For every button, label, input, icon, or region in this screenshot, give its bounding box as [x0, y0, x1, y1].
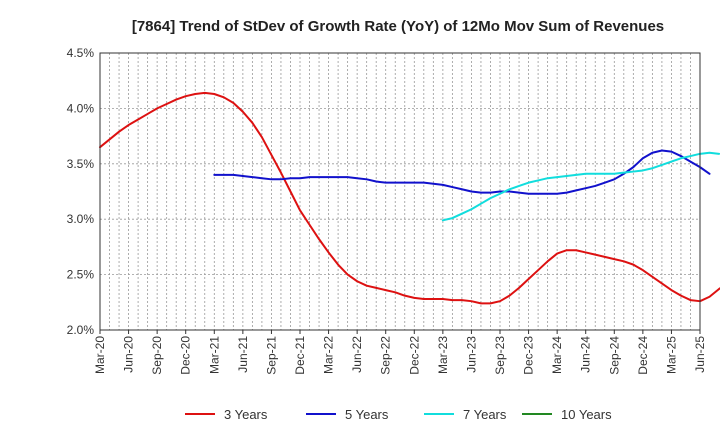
legend-label-7-years: 7 Years [463, 407, 507, 422]
x-tick-label: Jun-23 [464, 336, 478, 373]
legend-label-3-years: 3 Years [224, 407, 268, 422]
x-tick-label: Jun-25 [693, 336, 707, 373]
x-tick-label: Jun-24 [579, 336, 593, 373]
axis-layer: 2.0% 2.5% 3.0% 3.5% 4.0% 4.5% Mar-20 Jun-20 Sep-… [67, 46, 707, 375]
legend-label-10-years: 10 Years [561, 407, 612, 422]
x-tick-label: Dec-22 [407, 336, 421, 375]
y-tick-label: 4.0% [67, 101, 95, 115]
x-tick-label: Sep-21 [264, 336, 278, 375]
x-tick-label: Sep-23 [493, 336, 507, 375]
x-tick-label: Dec-23 [522, 336, 536, 375]
x-tick-label: Dec-21 [293, 336, 307, 375]
series-line-3-years [99, 91, 720, 305]
y-tick-label: 2.0% [67, 323, 95, 337]
x-tick-label: Sep-20 [150, 336, 164, 375]
plot-frame [99, 52, 701, 331]
chart-title: [7864] Trend of StDev of Growth Rate (Yo… [132, 18, 664, 35]
y-tick-label: 3.5% [67, 157, 95, 171]
x-tick-label: Jun-21 [236, 336, 250, 373]
x-tick-label: Dec-20 [179, 336, 193, 375]
x-tick-label: Mar-20 [93, 336, 107, 374]
x-tick-label: Mar-22 [322, 336, 336, 374]
series-layer [99, 91, 720, 305]
x-tick-label: Mar-21 [207, 336, 221, 374]
y-tick-label: 4.5% [67, 46, 95, 60]
legend: 3 Years 5 Years 7 Years 10 Years [185, 407, 612, 422]
y-tick-label: 3.0% [67, 212, 95, 226]
x-tick-label: Sep-24 [607, 336, 621, 375]
x-tick-label: Jun-20 [122, 336, 136, 373]
series-line-7-years [441, 151, 720, 222]
x-tick-label: Mar-24 [550, 336, 564, 374]
x-tick-label: Sep-22 [379, 336, 393, 375]
y-tick-label: 2.5% [67, 268, 95, 282]
x-tick-label: Dec-24 [636, 336, 650, 375]
x-tick-label: Jun-22 [350, 336, 364, 373]
grid-layer [100, 53, 700, 330]
legend-label-5-years: 5 Years [345, 407, 389, 422]
x-tick-label: Mar-23 [436, 336, 450, 374]
x-tick-label: Mar-25 [664, 336, 678, 374]
